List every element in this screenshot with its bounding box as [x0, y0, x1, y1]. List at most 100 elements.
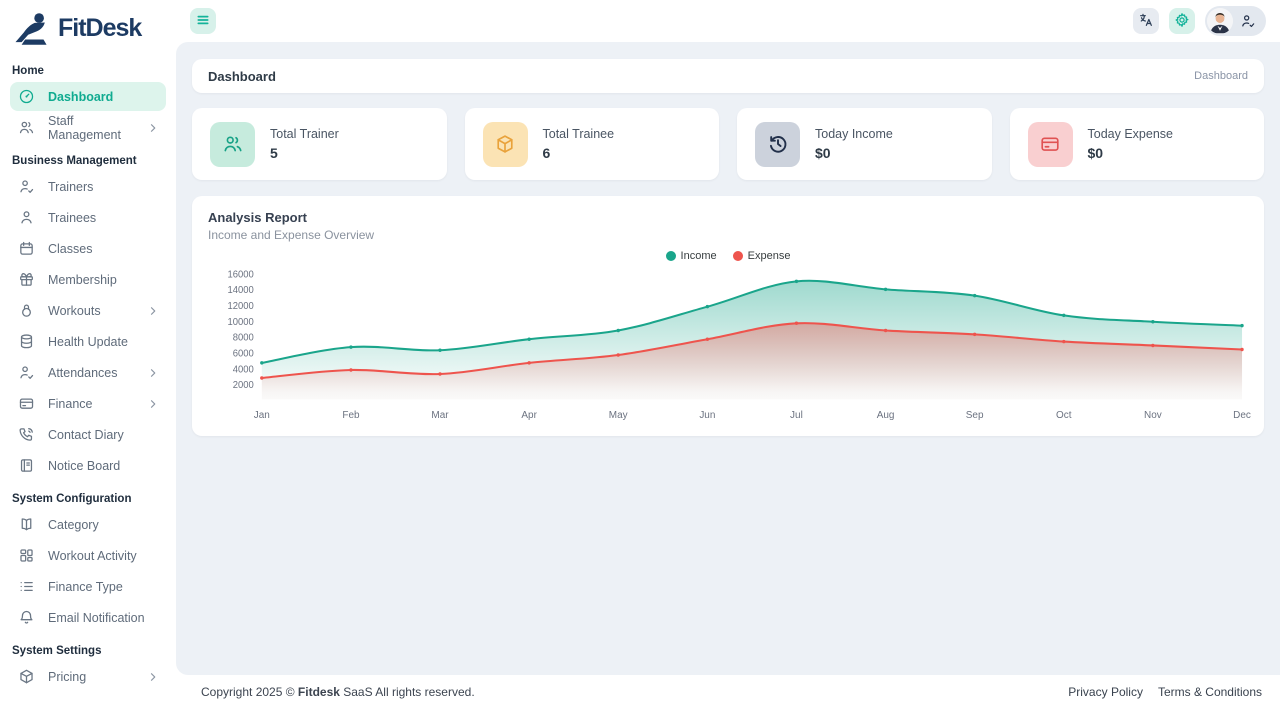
sidebar-item-label: Trainees — [48, 210, 97, 225]
sidebar-item-contact-diary[interactable]: Contact Diary — [10, 420, 166, 449]
legend-item-income[interactable]: Income — [665, 250, 717, 262]
sidebar-item-label: Contact Diary — [48, 427, 124, 442]
sidebar-item-attendances[interactable]: Attendances — [10, 358, 166, 387]
sidebar-item-membership[interactable]: Membership — [10, 265, 166, 294]
nav-section-label: System Configuration — [12, 493, 132, 505]
language-button[interactable] — [1133, 8, 1159, 34]
stat-card-today-income: Today Income $0 — [737, 108, 992, 180]
footer-link-terms-conditions[interactable]: Terms & Conditions — [1157, 685, 1262, 699]
sidebar-item-label: Classes — [48, 241, 93, 256]
stats-row: Total Trainer 5 Total Trainee 6 Today Income… — [192, 108, 1264, 180]
stat-label: Today Expense — [1087, 127, 1173, 141]
notebook-icon — [18, 457, 35, 474]
breadcrumb-link[interactable]: Dashboard — [1194, 70, 1248, 82]
users-icon — [210, 121, 255, 167]
svg-text:May: May — [609, 410, 629, 421]
stat-card-today-expense: Today Expense $0 — [1009, 108, 1264, 180]
sidebar-item-email-notification[interactable]: Email Notification — [10, 603, 166, 632]
gear-icon — [1174, 12, 1190, 31]
footer: Copyright 2025 © Fitdesk SaaS All rights… — [176, 675, 1280, 709]
svg-text:16000: 16000 — [228, 269, 254, 280]
sidebar-item-finance[interactable]: Finance — [10, 389, 166, 418]
stat-card-total-trainer: Total Trainer 5 — [192, 108, 447, 180]
chevron-right-icon — [147, 367, 159, 379]
svg-text:Sep: Sep — [966, 410, 984, 421]
footer-links: Privacy Policy Terms & Conditions — [1068, 685, 1262, 699]
calendar-icon — [18, 240, 35, 257]
stat-value: 6 — [542, 145, 551, 161]
svg-text:Nov: Nov — [1144, 410, 1163, 421]
settings-button[interactable] — [1169, 8, 1195, 34]
sidebar-item-finance-type[interactable]: Finance Type — [10, 572, 166, 601]
page-title: Dashboard — [208, 68, 276, 84]
sidebar-item-staff-management[interactable]: Staff Management — [10, 113, 166, 142]
sidebar-item-label: Pricing — [48, 669, 87, 684]
gift-icon — [18, 271, 35, 288]
sidebar-item-dashboard[interactable]: Dashboard — [10, 82, 166, 111]
svg-text:Jul: Jul — [790, 410, 803, 421]
svg-text:8000: 8000 — [233, 333, 254, 344]
topbar — [176, 0, 1280, 42]
brand-name: FitDesk — [58, 14, 142, 42]
sidebar-item-trainers[interactable]: Trainers — [10, 172, 166, 201]
sidebar: FitDesk Home Dashboard Staff Management Bus… — [0, 0, 176, 709]
analysis-chart: 2000 4000 6000 8000 10000 12000 14000 16000 Jan F… — [228, 269, 1251, 421]
sidebar-item-label: Membership — [48, 272, 117, 287]
chart-subtitle: Income and Expense Overview — [208, 228, 375, 242]
chevron-right-icon — [147, 305, 159, 317]
sidebar-item-trainees[interactable]: Trainees — [10, 203, 166, 232]
svg-text:Feb: Feb — [342, 410, 360, 421]
sidebar-item-label: Workouts — [48, 303, 101, 318]
sidebar-nav: Home Dashboard Staff Management Business Ma… — [0, 65, 176, 691]
book-icon — [18, 516, 35, 533]
sidebar-item-label: Attendances — [48, 365, 118, 380]
legend-label: Expense — [747, 250, 791, 262]
svg-text:Apr: Apr — [521, 410, 537, 421]
stat-value: $0 — [1087, 145, 1104, 161]
legend-item-expense[interactable]: Expense — [732, 250, 791, 262]
chart-title: Analysis Report — [208, 210, 307, 225]
sidebar-item-category[interactable]: Category — [10, 510, 166, 539]
chevron-right-icon — [147, 671, 159, 683]
user-check-icon — [1240, 13, 1256, 29]
stat-label: Today Income — [815, 127, 893, 141]
stat-label: Total Trainer — [270, 127, 339, 141]
chart-canvas: 2000 4000 6000 8000 10000 12000 14000 16000 Jan F… — [208, 264, 1251, 422]
bell-icon — [18, 609, 35, 626]
credit-card-icon — [18, 395, 35, 412]
sidebar-item-workout-activity[interactable]: Workout Activity — [10, 541, 166, 570]
footer-link-privacy-policy[interactable]: Privacy Policy — [1068, 685, 1143, 699]
cube-icon — [482, 121, 528, 167]
brand-logo[interactable]: FitDesk — [0, 0, 176, 52]
sidebar-item-label: Staff Management — [48, 113, 121, 142]
main-area: Dashboard Dashboard Total Trainer 5 Total … — [176, 0, 1280, 709]
svg-text:14000: 14000 — [228, 285, 254, 296]
svg-text:2000: 2000 — [233, 380, 254, 391]
sidebar-item-label: Notice Board — [48, 458, 121, 473]
svg-text:Jun: Jun — [699, 410, 715, 421]
sidebar-item-pricing[interactable]: Pricing — [10, 662, 166, 691]
user-icon — [18, 209, 35, 226]
sidebar-item-label: Dashboard — [48, 89, 114, 104]
user-check-icon — [18, 364, 35, 381]
chevron-right-icon — [147, 398, 159, 410]
svg-text:10000: 10000 — [228, 317, 254, 328]
sidebar-item-label: Finance Type — [48, 579, 123, 594]
user-menu[interactable] — [1205, 6, 1266, 36]
user-check-icon — [18, 178, 35, 195]
sidebar-item-health-update[interactable]: Health Update — [10, 327, 166, 356]
nav-section-label: Business Management — [12, 155, 137, 167]
analysis-report-card: Analysis Report Income and Expense Overv… — [192, 196, 1264, 436]
database-icon — [18, 333, 35, 350]
sidebar-toggle-button[interactable] — [190, 8, 216, 34]
svg-text:6000: 6000 — [233, 348, 254, 359]
sidebar-item-notice-board[interactable]: Notice Board — [10, 451, 166, 480]
nav-section-label: Home — [12, 65, 44, 77]
sidebar-item-label: Trainers — [48, 179, 94, 194]
credit-card-icon — [1027, 121, 1073, 167]
sidebar-item-workouts[interactable]: Workouts — [10, 296, 166, 325]
svg-text:Oct: Oct — [1056, 410, 1072, 421]
svg-text:12000: 12000 — [228, 301, 254, 312]
sidebar-item-classes[interactable]: Classes — [10, 234, 166, 263]
